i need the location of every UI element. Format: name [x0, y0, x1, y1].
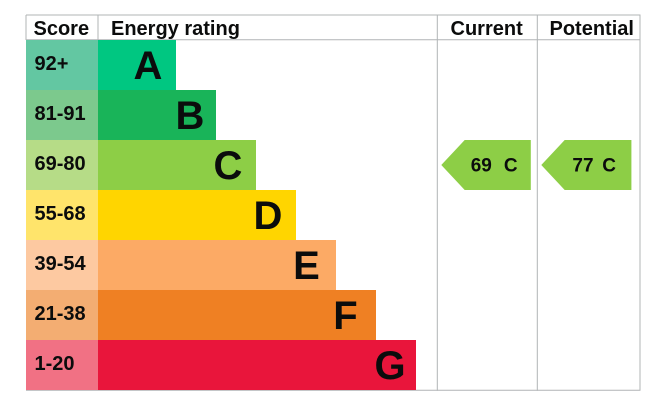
- svg-text:69: 69: [471, 156, 492, 177]
- svg-text:A: A: [134, 44, 163, 88]
- svg-text:1-20: 1-20: [35, 353, 75, 375]
- svg-text:69-80: 69-80: [35, 153, 86, 175]
- svg-text:G: G: [374, 344, 405, 388]
- svg-text:F: F: [333, 294, 357, 338]
- svg-text:C: C: [214, 144, 243, 188]
- svg-text:81-91: 81-91: [35, 103, 86, 125]
- svg-text:Energy rating: Energy rating: [111, 18, 240, 40]
- svg-text:E: E: [293, 244, 320, 288]
- svg-text:21-38: 21-38: [35, 303, 86, 325]
- svg-text:Score: Score: [34, 18, 90, 40]
- svg-text:77: 77: [572, 156, 593, 177]
- svg-text:B: B: [176, 94, 205, 138]
- svg-text:92+: 92+: [35, 53, 69, 75]
- svg-text:Current: Current: [451, 18, 524, 40]
- svg-text:C: C: [504, 156, 518, 177]
- svg-text:C: C: [602, 156, 616, 177]
- svg-text:39-54: 39-54: [35, 253, 87, 275]
- svg-text:55-68: 55-68: [35, 203, 86, 225]
- svg-text:D: D: [254, 194, 283, 238]
- svg-text:Potential: Potential: [550, 18, 634, 40]
